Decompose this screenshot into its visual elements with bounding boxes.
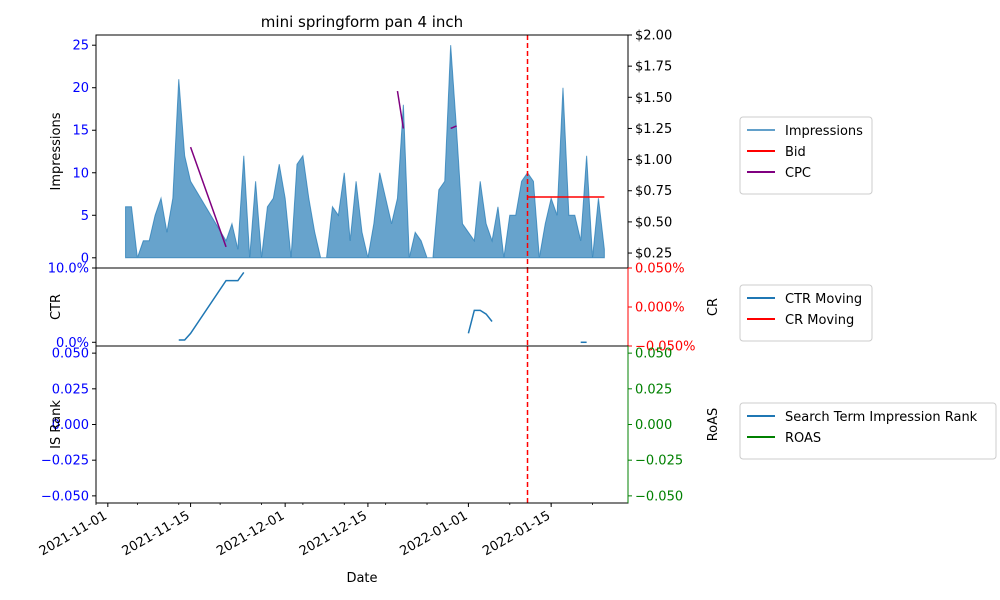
left-tick-label: 20 (72, 81, 89, 96)
plot-layer: 0 5 10 15 20 25 $0.25 $0.50 $0.75 $1.00 $1.25 $1.50… (37, 29, 997, 559)
right-tick-label: 0.000 (635, 418, 672, 433)
right-tick-label: 0.025 (635, 382, 672, 397)
x-tick-label: 2021-12-15 (297, 508, 370, 559)
legend-entry: CTR Moving (785, 292, 862, 307)
legend-entry: CPC (785, 166, 811, 181)
legend-entry: Search Term Impression Rank (785, 410, 978, 425)
x-tick-label: 2022-01-15 (480, 508, 553, 559)
legend-entry: Impressions (785, 124, 863, 139)
right-tick-label: −0.050 (635, 489, 683, 504)
left-axis-label: IS Rank (49, 400, 64, 449)
ctr-moving-line-1 (467, 309, 493, 334)
right-tick-label: −0.025 (635, 454, 683, 469)
right-tick-label: $1.00 (635, 153, 672, 168)
left-tick-label: 15 (72, 124, 89, 139)
right-axis-label: CR (706, 298, 721, 316)
left-axis-label: CTR (49, 294, 64, 320)
panel-frame (95, 345, 629, 504)
left-tick-label: 0.0% (56, 336, 89, 351)
ctr-moving-line-0 (178, 272, 245, 341)
right-tick-label: $0.75 (635, 184, 672, 199)
right-tick-label: −0.050% (635, 340, 695, 355)
panel-frame (95, 267, 629, 347)
left-tick-label: 0.050 (52, 347, 89, 362)
x-axis-label: Date (346, 571, 377, 586)
x-tick-label: 2021-11-01 (37, 508, 110, 559)
right-tick-label: $1.50 (635, 91, 672, 106)
right-axis-label: RoAS (706, 408, 721, 442)
right-tick-label: 0.000% (635, 301, 685, 316)
legend-entry: ROAS (785, 431, 821, 446)
right-tick-label: 0.050% (635, 262, 685, 277)
left-tick-label: 0 (81, 251, 89, 266)
x-tick-label: 2021-12-01 (214, 508, 287, 559)
right-tick-label: $2.00 (635, 29, 672, 44)
left-tick-label: −0.050 (41, 489, 89, 504)
right-tick-label: $0.50 (635, 215, 672, 230)
left-axis-label: Impressions (49, 112, 64, 190)
left-tick-label: −0.025 (41, 454, 89, 469)
cpc-line-0 (189, 146, 227, 248)
right-tick-label: $1.75 (635, 60, 672, 75)
legend-entry: CR Moving (785, 313, 854, 328)
legend-box (739, 116, 873, 195)
left-tick-label: 10 (72, 166, 89, 181)
cpc-line-1 (396, 90, 405, 129)
legend-box (739, 402, 997, 460)
x-tick-label: 2021-11-15 (120, 508, 193, 559)
right-tick-label: $1.25 (635, 122, 672, 137)
left-tick-label: 10.0% (48, 262, 89, 277)
left-tick-label: 0.025 (52, 382, 89, 397)
chart-title: mini springform pan 4 inch (261, 13, 463, 31)
right-tick-label: $0.25 (635, 247, 672, 262)
left-tick-label: 0.000 (52, 418, 89, 433)
x-tick-label: 2022-01-01 (397, 508, 470, 559)
legend-entry: Bid (785, 145, 806, 160)
impressions-area (125, 45, 605, 259)
cpc-line-2 (450, 125, 457, 130)
left-tick-label: 5 (81, 209, 89, 224)
right-tick-label: 0.050 (635, 347, 672, 362)
left-tick-label: 25 (72, 39, 89, 54)
